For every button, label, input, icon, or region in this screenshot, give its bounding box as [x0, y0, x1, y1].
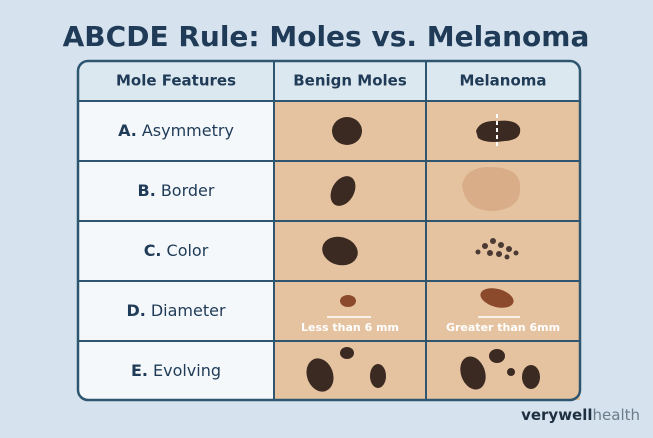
row-label: D. Diameter: [126, 301, 225, 320]
row-letter: A.: [118, 121, 137, 140]
brand: verywellhealth: [521, 406, 640, 424]
row-feature: Evolving: [153, 361, 221, 380]
header-row: [78, 61, 580, 101]
mole-illustrations: [306, 114, 540, 392]
title: ABCDE Rule: Moles vs. Melanoma: [63, 20, 590, 53]
row-feature: Diameter: [151, 301, 226, 320]
header: Melanoma: [459, 72, 546, 90]
header: Benign Moles: [293, 72, 407, 90]
annotation: Greater than 6mm: [446, 321, 560, 334]
row-feature: Asymmetry: [142, 121, 234, 140]
brand-secondary: health: [593, 406, 640, 424]
row-label: A. Asymmetry: [118, 121, 234, 140]
row-label: C. Color: [144, 241, 209, 260]
row-feature: Color: [167, 241, 209, 260]
brand-primary: verywell: [521, 406, 592, 424]
table: Mole Features Benign Moles Melanoma A. As…: [76, 59, 582, 402]
table-lines: [78, 61, 580, 400]
annotation: Less than 6 mm: [301, 321, 399, 334]
table-border: [76, 59, 582, 402]
row-letter: C.: [144, 241, 162, 260]
row-letter: E.: [131, 361, 148, 380]
row-label: B. Border: [138, 181, 215, 200]
row-letter: D.: [126, 301, 145, 320]
row-label: E. Evolving: [131, 361, 221, 380]
row-feature: Border: [161, 181, 215, 200]
row-letter: B.: [138, 181, 156, 200]
row-labels: A. Asymmetry B. Border C. Color D. Diameter E. Ev…: [118, 121, 234, 380]
header: Mole Features: [116, 72, 236, 90]
